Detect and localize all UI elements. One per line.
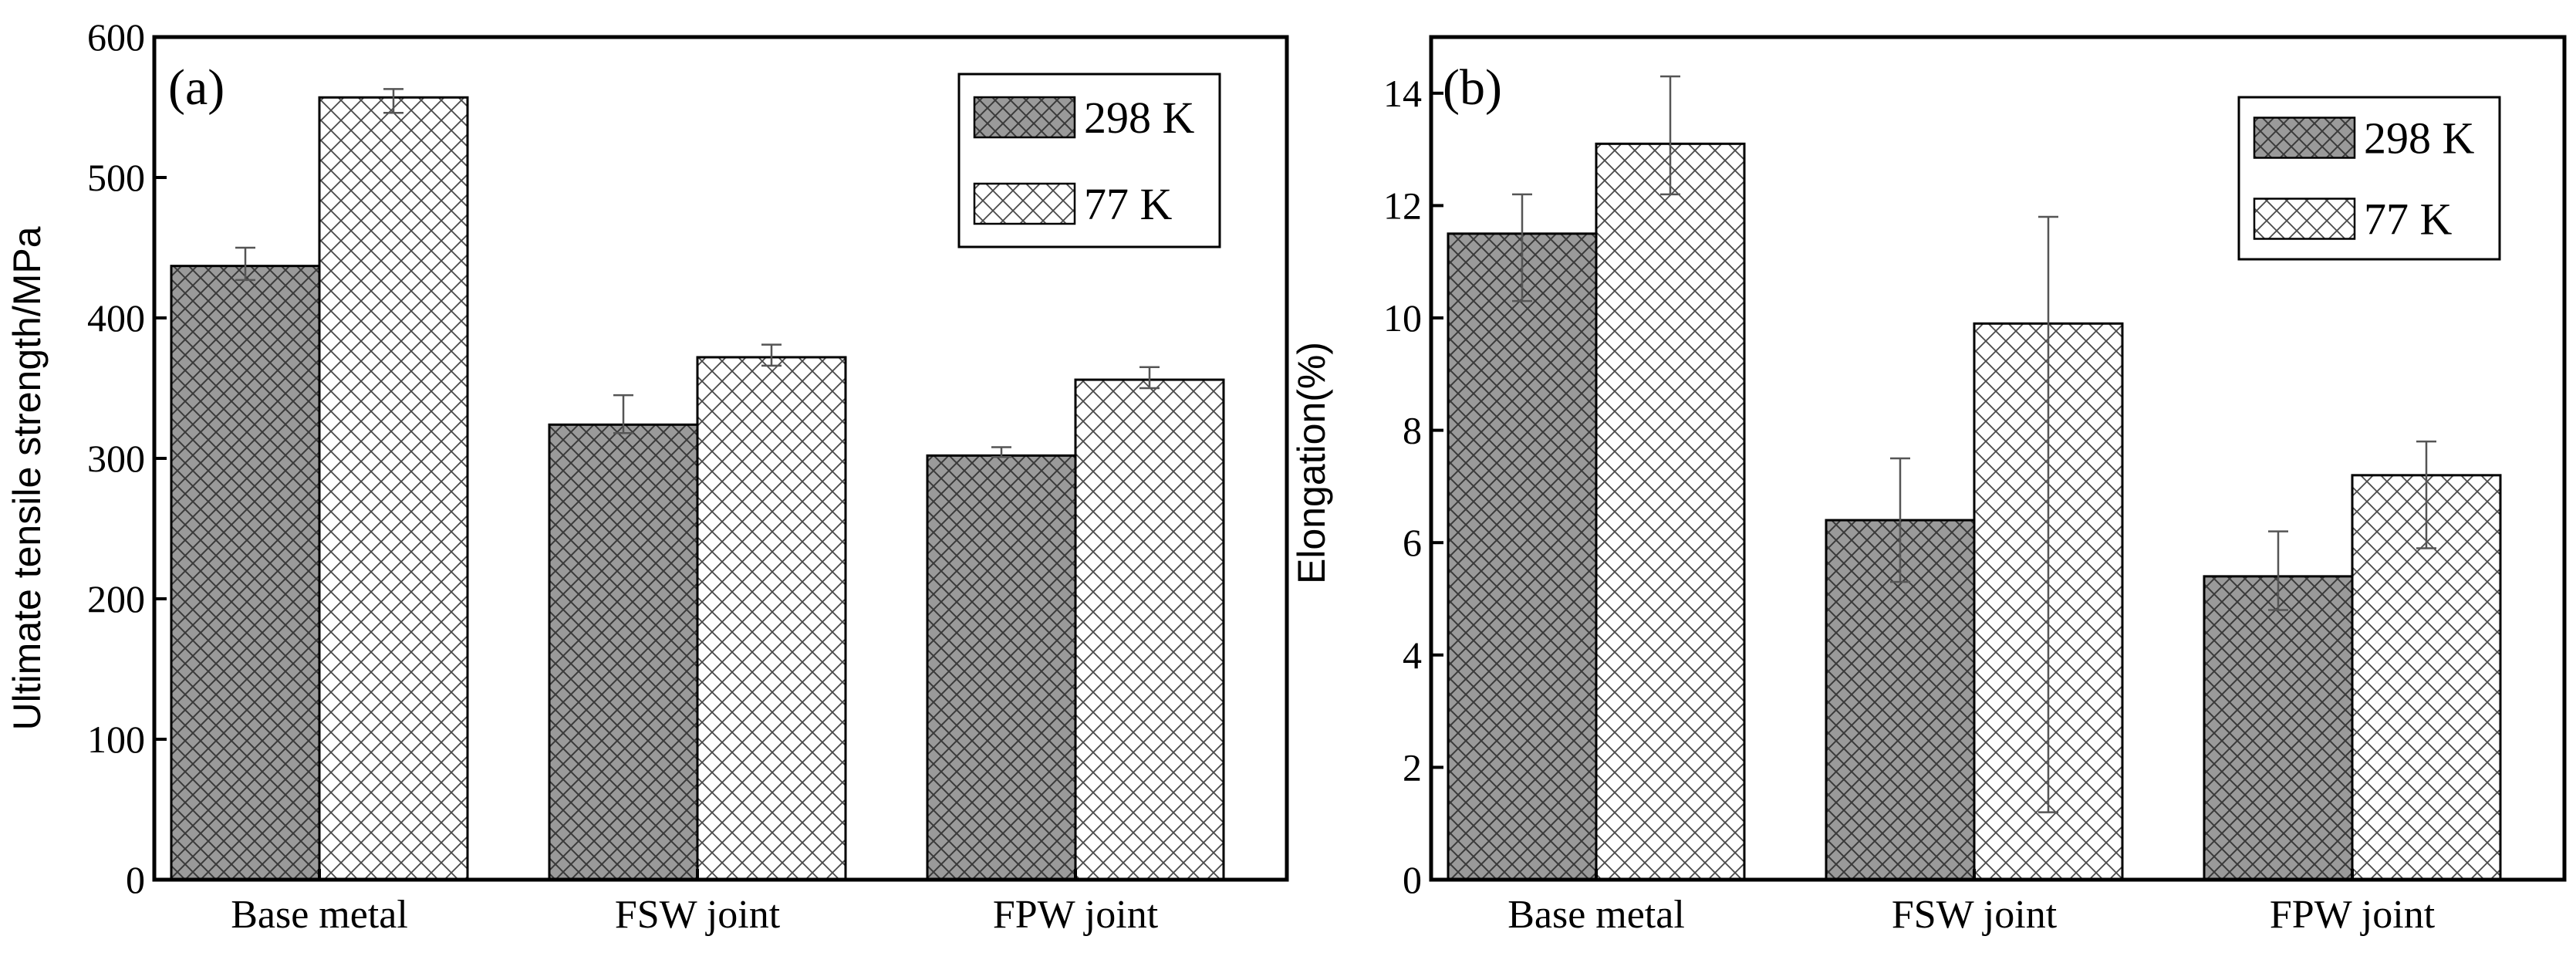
y-tick-label: 10 [1383, 296, 1422, 340]
bar-77k-0 [1595, 142, 1746, 881]
legend-b: 298 K 77 K [2237, 96, 2501, 261]
x-tick-label: FPW joint [993, 893, 1159, 937]
bar-298k-2 [2203, 575, 2354, 881]
legend-swatch-298k-b [2253, 117, 2356, 159]
x-tick-labels-b: Base metal FSW joint FPW joint [1507, 869, 2436, 937]
y-tick-label: 600 [87, 15, 145, 59]
chart-panel-b: (b) Elongation(%) 0 2 4 6 8 10 12 14 Base metal… [1290, 35, 2567, 937]
plot-frame-b [1429, 35, 2567, 882]
legend-swatch-77k-b [2253, 198, 2356, 240]
x-tick-label: FPW joint [2270, 893, 2436, 937]
bar-298k-1 [548, 423, 699, 881]
y-tick-label: 2 [1403, 745, 1422, 789]
legend-swatch-77k-a [973, 182, 1076, 225]
legend-label-298k-b: 298 K [2364, 113, 2475, 164]
y-tick-label: 500 [87, 156, 145, 199]
x-tick-label: Base metal [1507, 893, 1685, 937]
y-tick-label: 8 [1403, 409, 1422, 452]
x-tick-label: FSW joint [615, 893, 781, 937]
legend-a: 298 K 77 K [957, 73, 1221, 248]
y-tick-label: 400 [87, 296, 145, 340]
bar-298k-0 [1447, 232, 1598, 881]
y-tick-label: 12 [1383, 184, 1422, 227]
y-tick-label: 200 [87, 577, 145, 620]
y-axis-label-a: Ultimate tensile strength/MPa [5, 226, 49, 730]
bar-77k-2 [1074, 378, 1225, 881]
legend-label-77k-a: 77 K [1084, 179, 1173, 229]
y-tick-label: 14 [1383, 72, 1422, 115]
bar-77k-1 [696, 356, 847, 881]
y-ticks-b: 0 2 4 6 8 10 12 14 [1383, 72, 1443, 901]
legend-label-298k-a: 298 K [1084, 93, 1195, 143]
y-tick-label: 6 [1403, 521, 1422, 564]
y-tick-label: 100 [87, 718, 145, 761]
legend-swatch-298k-a [973, 96, 1076, 139]
chart-panel-a: (a) Ultimate tensile strength/MPa 0 100 20… [5, 15, 1289, 937]
y-tick-label: 0 [126, 858, 145, 901]
x-tick-label: Base metal [231, 893, 408, 937]
x-tick-labels-a: Base metal FSW joint FPW joint [231, 869, 1159, 937]
bar-298k-2 [926, 454, 1077, 881]
y-tick-label: 0 [1403, 858, 1422, 901]
bar-298k-0 [170, 265, 321, 881]
y-tick-label: 4 [1403, 634, 1422, 677]
plot-frame-a [152, 35, 1289, 882]
bars-b [1447, 75, 2502, 881]
bars-a [170, 88, 1225, 881]
y-ticks-a: 0 100 200 300 400 500 600 [87, 15, 167, 901]
bar-77k-0 [318, 96, 469, 881]
panel-label-b: (b) [1443, 59, 1502, 116]
legend-label-77k-b: 77 K [2364, 194, 2453, 245]
x-tick-label: FSW joint [1892, 893, 2058, 937]
panel-label-a: (a) [168, 59, 225, 116]
y-axis-label-b: Elongation(%) [1290, 342, 1333, 584]
y-tick-label: 300 [87, 437, 145, 480]
